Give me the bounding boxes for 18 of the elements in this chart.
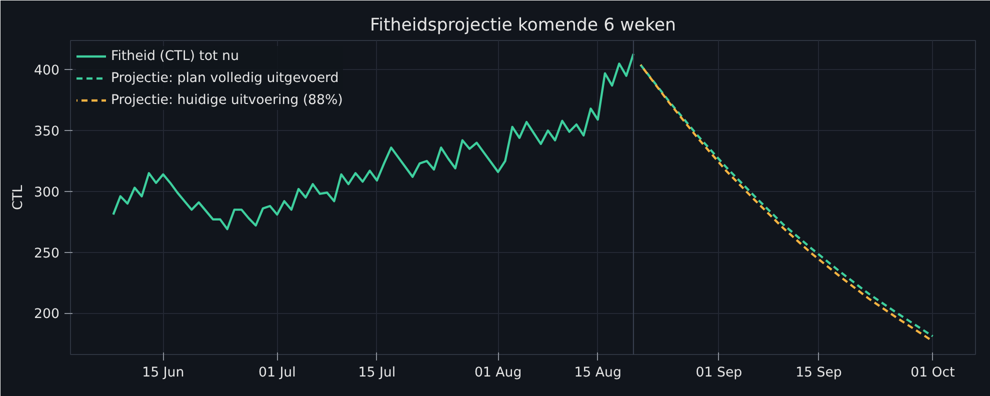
x-tick-label: 15 Sep: [796, 366, 842, 380]
x-tick-label: 01 Oct: [910, 366, 955, 380]
x-tick-label: 15 Aug: [574, 366, 622, 380]
y-tick-label: 200: [34, 307, 60, 322]
y-tick-label: 400: [34, 64, 60, 79]
y-tick-label: 250: [34, 246, 60, 262]
legend-label: Fitheid (CTL) tot nu: [111, 48, 239, 64]
legend-label: Projectie: plan volledig uitgevoerd: [111, 70, 339, 86]
x-tick-label: 01 Sep: [696, 366, 742, 380]
y-tick-label: 350: [34, 124, 60, 140]
x-tick-label: 01 Aug: [474, 366, 522, 380]
y-axis-title: CTL: [11, 184, 26, 210]
x-tick-label: 15 Jun: [142, 366, 184, 380]
chart-title: Fitheidsprojectie komende 6 weken: [370, 16, 676, 36]
legend-label: Projectie: huidige uitvoering (88%): [111, 92, 343, 108]
x-tick-label: 15 Jul: [358, 366, 396, 380]
y-tick-label: 300: [34, 185, 60, 200]
x-tick-label: 01 Jul: [258, 366, 296, 380]
